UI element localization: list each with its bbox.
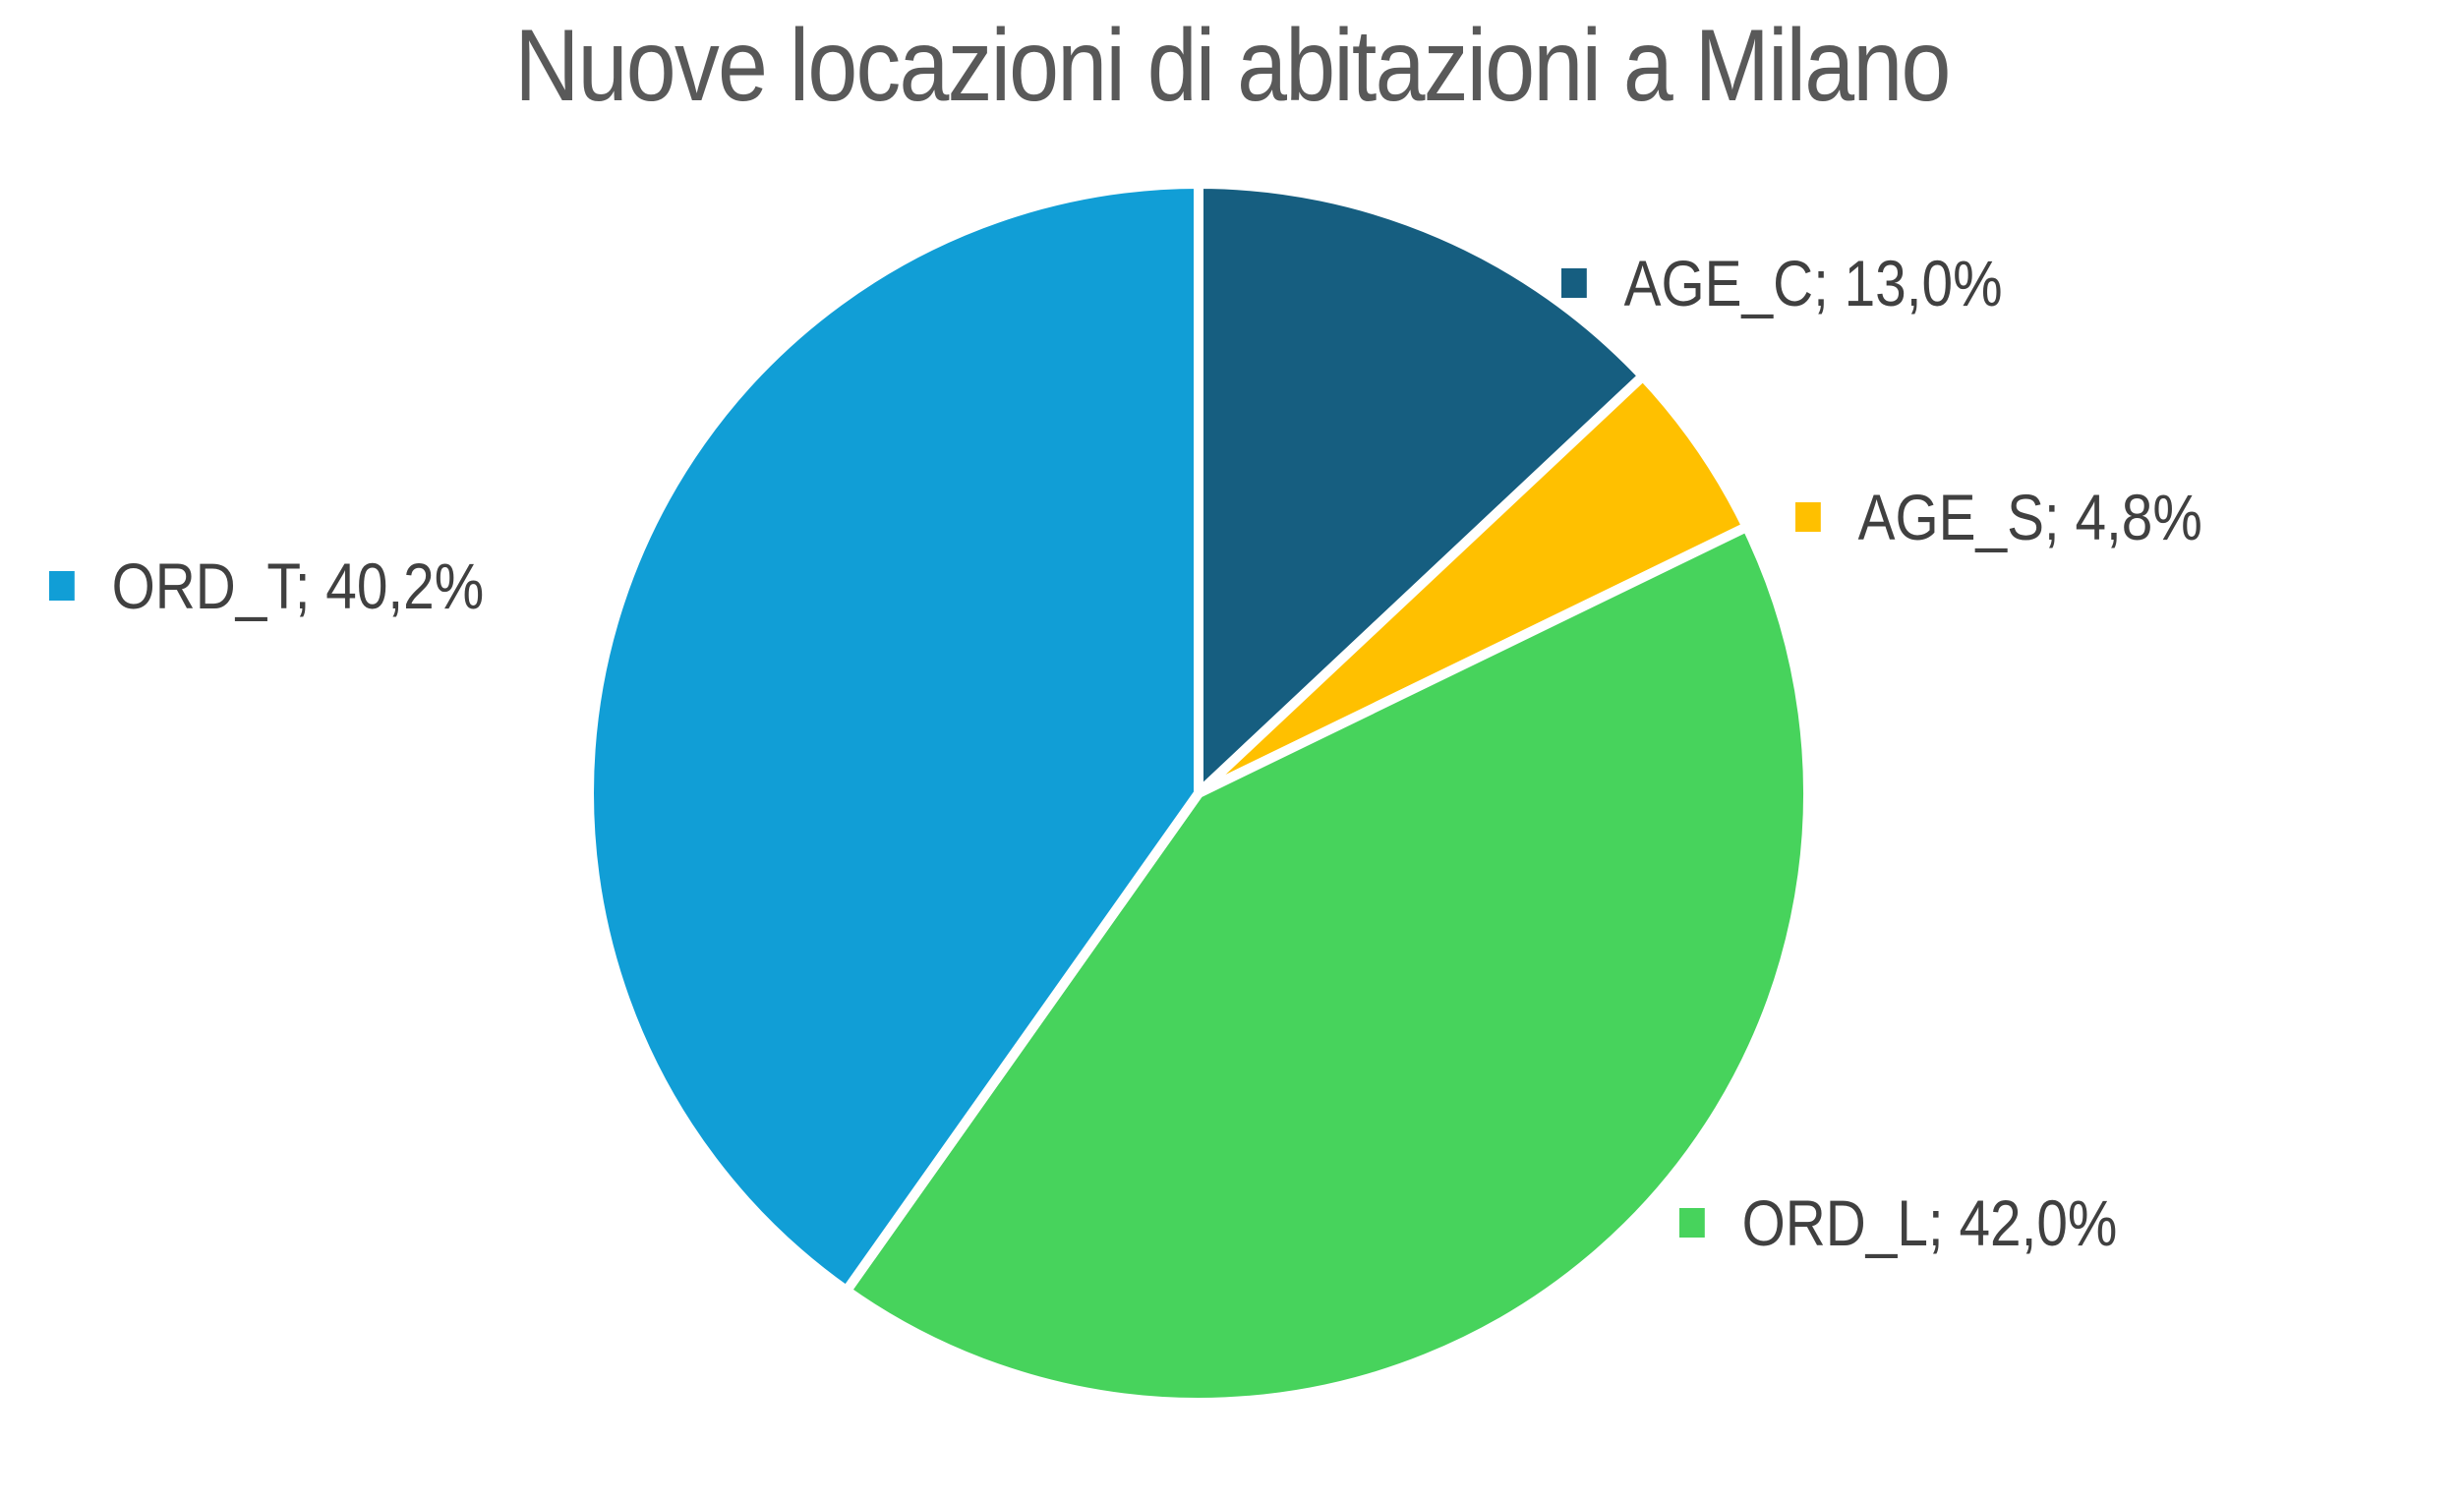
pie-slices [584, 179, 1813, 1408]
age-c-label-text: AGE_C; 13,0% [1623, 247, 2003, 319]
ord-l-swatch [1679, 1208, 1705, 1238]
ord-t-label-text: ORD_T; 40,2% [111, 549, 485, 622]
pie-slice-ord-l [841, 521, 1813, 1408]
data-label-age-s: AGE_S; 4,8% [1795, 480, 2202, 554]
pie-slice-age-s [1194, 371, 1752, 798]
age-s-swatch [1795, 502, 1821, 532]
chart-title: Nuove locazioni di abitazioni a Milano [514, 9, 1951, 123]
data-label-ord-l: ORD_L; 42,0% [1679, 1185, 2117, 1260]
pie-slice-age-c [1194, 179, 1648, 798]
age-s-label-text: AGE_S; 4,8% [1857, 481, 2202, 553]
ord-l-label-text: ORD_L; 42,0% [1741, 1186, 2118, 1259]
pie-slice-ord-t [584, 179, 1203, 1297]
data-label-ord-t: ORD_T; 40,2% [49, 548, 484, 623]
ord-t-swatch [49, 571, 75, 601]
data-label-age-c: AGE_C; 13,0% [1561, 246, 2003, 320]
age-c-swatch [1561, 268, 1587, 298]
